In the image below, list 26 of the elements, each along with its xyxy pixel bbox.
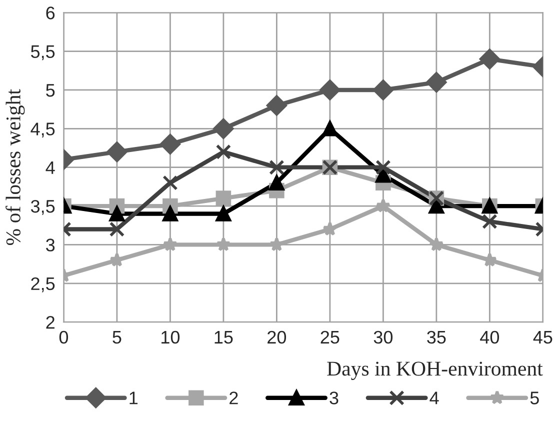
y-tick-label: 4 bbox=[46, 161, 55, 174]
x-tick-label: 20 bbox=[268, 330, 286, 344]
legend-label: 1 bbox=[130, 392, 138, 404]
x-tick-label: 15 bbox=[214, 331, 233, 344]
y-tick-label: 4,5 bbox=[30, 122, 55, 138]
y-tick-label: 2,5 bbox=[31, 277, 55, 292]
legend-label: 4 bbox=[430, 392, 439, 404]
x-tick-label: 10 bbox=[162, 330, 180, 344]
y-tick-label: 5 bbox=[46, 84, 55, 97]
y-tick-label: 6 bbox=[46, 6, 55, 20]
x-tick-label: 35 bbox=[427, 330, 446, 344]
x-tick-label: 40 bbox=[480, 330, 500, 344]
x-tick-label: 30 bbox=[374, 330, 393, 344]
y-tick-label: 3,5 bbox=[30, 200, 55, 215]
legend-label: 2 bbox=[230, 392, 238, 404]
y-tick-label: 3 bbox=[46, 238, 55, 252]
x-tick-label: 45 bbox=[533, 331, 552, 344]
legend-label: 5 bbox=[530, 392, 539, 404]
y-axis-title: % of losses weight bbox=[6, 89, 25, 246]
legend-label: 3 bbox=[330, 392, 338, 404]
x-tick-label: 0 bbox=[59, 330, 68, 344]
y-tick-label: 2 bbox=[46, 316, 54, 329]
x-tick-label: 25 bbox=[320, 330, 340, 344]
x-tick-label: 5 bbox=[112, 331, 122, 344]
y-tick-label: 5,5 bbox=[31, 45, 55, 60]
x-axis-title: Days in KOH-enviroment bbox=[327, 362, 543, 380]
